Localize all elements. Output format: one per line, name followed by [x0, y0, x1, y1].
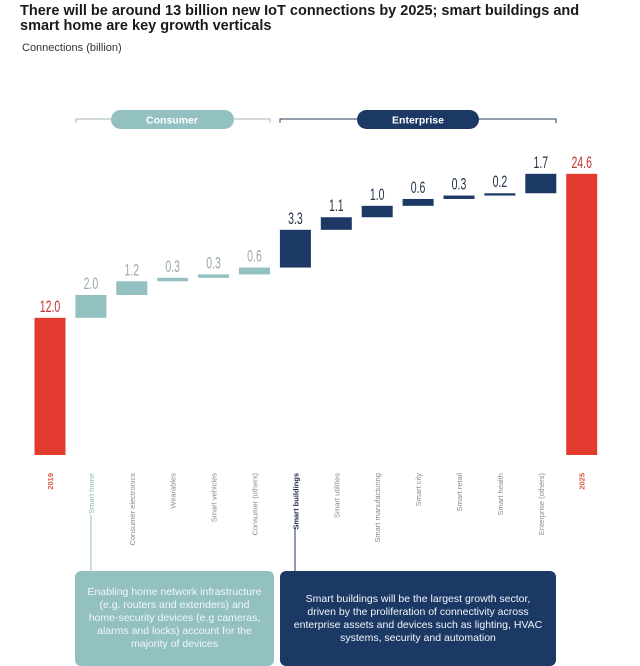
bar-smart-health — [484, 193, 516, 196]
category-label-wearables: Wearables — [169, 473, 178, 509]
bar-2019 — [34, 317, 66, 455]
bar-smart-buildings — [279, 229, 311, 268]
consumer-group-label: Consumer — [146, 115, 198, 127]
bar-consumer-others — [239, 267, 270, 275]
bar-wearables — [157, 277, 189, 282]
bar-smart-retail — [443, 195, 475, 199]
enterprise-group-label: Enterprise — [392, 115, 444, 127]
category-label-smart-health: Smart health — [496, 473, 505, 516]
bar-smart-manufacturing — [361, 205, 393, 218]
value-label-smart-manufacturing: 1.0 — [370, 184, 385, 203]
category-label-smart-city: Smart city — [414, 473, 423, 507]
bar-enterprise-others — [525, 173, 557, 194]
category-label-consumer-electronics: Consumer electronics — [128, 473, 137, 546]
value-label-smart-utilities: 1.1 — [329, 196, 344, 215]
category-label-consumer-others: Consumer (others) — [251, 473, 260, 536]
bar-smart-home — [75, 294, 107, 318]
value-label-consumer-others: 0.6 — [247, 246, 262, 265]
bar-smart-vehicles — [198, 274, 230, 278]
bar-smart-city — [402, 198, 434, 206]
bar-2025 — [566, 173, 598, 455]
value-label-smart-vehicles: 0.3 — [206, 253, 221, 272]
y-axis-label: Connections (billion) — [22, 42, 122, 54]
value-label-smart-buildings: 3.3 — [288, 208, 303, 227]
category-label-smart-retail: Smart retail — [455, 473, 464, 512]
category-label-smart-buildings: Smart buildings — [291, 473, 300, 530]
value-label-smart-health: 0.2 — [493, 172, 508, 191]
value-label-2019: 12.0 — [40, 296, 61, 315]
bar-smart-utilities — [320, 217, 352, 230]
category-label-enterprise-others: Enterprise (others) — [537, 473, 546, 536]
category-label-smart-utilities: Smart utilities — [332, 473, 341, 518]
value-label-2025: 24.6 — [571, 152, 592, 171]
value-label-wearables: 0.3 — [165, 256, 180, 275]
category-label-2025: 2025 — [578, 473, 587, 490]
enterprise-note-box: Smart buildings will be the largest grow… — [280, 571, 556, 666]
category-label-smart-home: Smart home — [87, 473, 96, 514]
consumer-group-pill — [111, 110, 234, 129]
value-label-smart-city: 0.6 — [411, 177, 426, 196]
bar-consumer-electronics — [116, 281, 148, 295]
chart-title: There will be around 13 billion new IoT … — [20, 3, 580, 34]
enterprise-group-pill — [357, 110, 479, 129]
consumer-note-box: Enabling home network infrastructure (e.… — [75, 571, 274, 666]
category-label-2019: 2019 — [46, 473, 55, 490]
value-label-smart-home: 2.0 — [84, 273, 99, 292]
category-label-smart-manufacturing: Smart manufacturing — [373, 473, 382, 543]
value-label-smart-retail: 0.3 — [452, 174, 467, 193]
enterprise-group-bracket: Enterprise — [279, 110, 557, 129]
value-label-consumer-electronics: 1.2 — [124, 260, 139, 279]
consumer-group-bracket: Consumer — [75, 110, 271, 129]
category-label-smart-vehicles: Smart vehicles — [210, 473, 219, 522]
value-label-enterprise-others: 1.7 — [533, 152, 548, 171]
